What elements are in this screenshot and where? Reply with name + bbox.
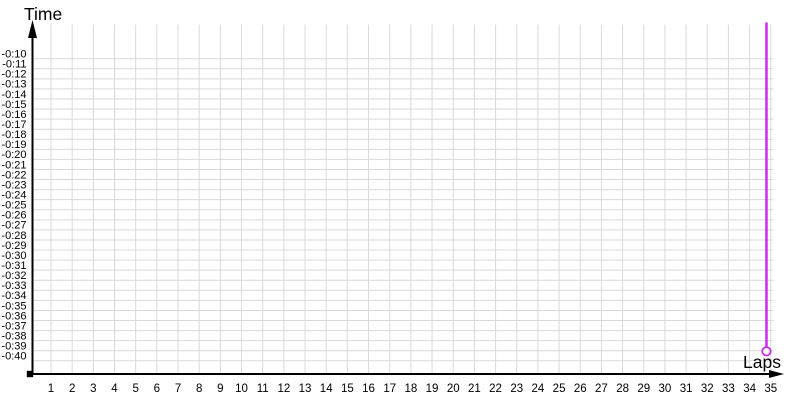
y-axis-arrow-icon [28, 20, 37, 38]
x-tick-label: 27 [595, 383, 608, 395]
y-tick-label: -0:14 [1, 89, 26, 101]
y-tick-label: -0:16 [1, 109, 26, 121]
y-tick-label: -0:39 [1, 341, 26, 353]
series-point-marker [761, 346, 772, 357]
x-tick-label: 14 [320, 383, 333, 395]
x-tick-label: 15 [341, 383, 354, 395]
y-tick-label: -0:20 [1, 149, 26, 161]
y-tick-label: -0:23 [1, 179, 26, 191]
x-tick-label: 28 [616, 383, 629, 395]
y-tick-label: -0:29 [1, 240, 26, 252]
x-tick-label: 11 [257, 383, 269, 395]
y-tick-label: -0:15 [1, 99, 26, 111]
y-axis-title: Time [24, 4, 63, 24]
x-tick-label: 10 [235, 383, 248, 395]
x-tick-label: 26 [574, 383, 587, 395]
x-axis-title: Laps [743, 352, 781, 372]
x-tick-label: 25 [553, 383, 566, 395]
y-tick-label: -0:22 [1, 169, 26, 181]
y-tick-label: -0:30 [1, 250, 26, 262]
y-tick-label: -0:13 [1, 79, 26, 91]
y-tick-label: -0:18 [1, 129, 26, 141]
x-tick-label: 4 [111, 383, 118, 395]
x-tick-label: 33 [722, 383, 735, 395]
y-tick-label: -0:32 [1, 270, 26, 282]
x-tick-label: 22 [489, 383, 502, 395]
x-tick-label: 7 [175, 383, 181, 395]
y-tick-label: -0:26 [1, 210, 26, 222]
y-tick-label: -0:12 [1, 69, 26, 81]
x-tick-label: 8 [196, 383, 202, 395]
x-tick-label: 9 [217, 383, 223, 395]
x-tick-label: 31 [680, 383, 693, 395]
x-tick-label: 17 [383, 383, 396, 395]
x-tick-label: 12 [277, 383, 290, 395]
x-tick-label: 35 [764, 383, 777, 395]
x-tick-label: 13 [299, 383, 312, 395]
x-tick-label: 16 [362, 383, 375, 395]
y-tick-label: -0:19 [1, 139, 26, 151]
y-tick-label: -0:27 [1, 220, 26, 232]
x-tick-label: 19 [426, 383, 439, 395]
x-tick-label: 23 [510, 383, 523, 395]
y-tick-label: -0:25 [1, 200, 26, 212]
y-tick-label: -0:17 [1, 119, 26, 131]
y-tick-label: -0:38 [1, 330, 26, 342]
x-tick-label: 2 [69, 383, 75, 395]
x-tick-label: 21 [468, 383, 481, 395]
x-tick-label: 6 [154, 383, 160, 395]
y-tick-label: -0:10 [1, 49, 26, 61]
x-tick-label: 3 [90, 383, 96, 395]
y-tick-label: -0:28 [1, 230, 26, 242]
origin-marker [26, 370, 34, 378]
y-tick-label: -0:21 [1, 159, 26, 171]
x-tick-label: 32 [701, 383, 714, 395]
x-tick-label: 30 [659, 383, 672, 395]
x-tick-label: 5 [132, 383, 138, 395]
x-tick-label: 34 [743, 383, 756, 395]
y-tick-label: -0:11 [2, 59, 26, 71]
y-tick-label: -0:33 [1, 280, 26, 292]
x-tick-label: 1 [48, 383, 54, 395]
y-tick-label: -0:36 [1, 310, 26, 322]
x-tick-label: 18 [404, 383, 417, 395]
y-tick-label: -0:40 [1, 351, 26, 363]
y-tick-label: -0:31 [1, 260, 26, 272]
y-tick-label: -0:34 [1, 290, 26, 302]
y-tick-label: -0:24 [1, 189, 26, 201]
y-tick-label: -0:35 [1, 300, 26, 312]
x-tick-label: 20 [447, 383, 460, 395]
x-tick-label: 24 [532, 383, 545, 395]
y-tick-label: -0:37 [1, 320, 26, 332]
x-tick-label: 29 [637, 383, 650, 395]
x-axis-arrow-icon [769, 370, 784, 378]
